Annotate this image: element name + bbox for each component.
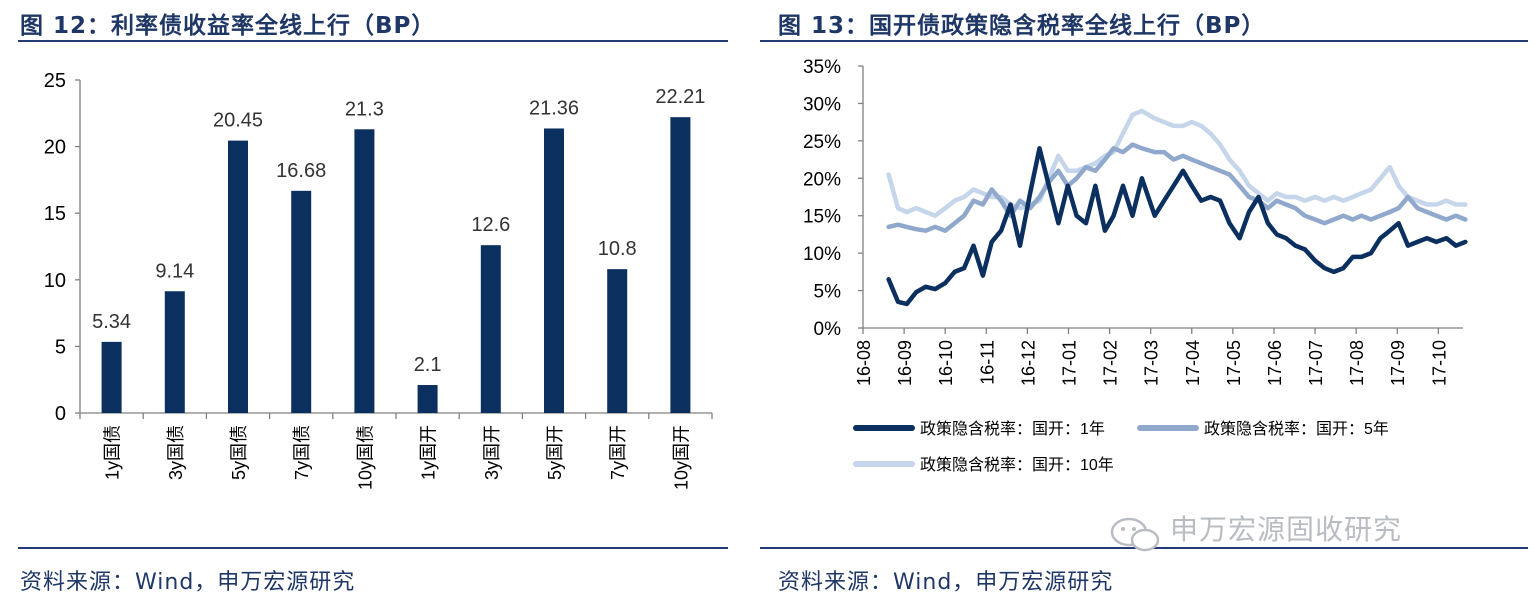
series-line-5y [886, 142, 1468, 233]
x-tick-label: 17-06 [1265, 340, 1285, 386]
x-tick-label: 17-05 [1224, 340, 1244, 386]
left-source-rule [18, 547, 728, 549]
left-figure-title: 图 12：利率债收益率全线上行（BP） [20, 13, 436, 39]
series-line-1y [886, 146, 1468, 307]
y-tick-label: 20 [44, 137, 66, 159]
x-tick-label: 1y国开 [419, 425, 439, 480]
left-title-rule [18, 40, 728, 42]
bar [607, 269, 628, 413]
y-tick-label: 20% [803, 169, 841, 190]
bar-data-label: 5.34 [92, 311, 131, 333]
bar [101, 341, 122, 413]
bar-data-label: 9.14 [155, 260, 194, 282]
y-tick-label: 5% [814, 282, 842, 303]
y-tick-label: 0 [55, 403, 66, 425]
y-tick-label: 25 [44, 70, 66, 92]
wechat-icon [1110, 517, 1160, 552]
bar [480, 245, 501, 413]
bar-data-label: 12.6 [471, 214, 510, 236]
x-tick-label: 16-11 [977, 340, 997, 385]
y-tick-label: 25% [803, 132, 841, 153]
x-tick-label: 17-03 [1142, 340, 1162, 386]
line-chart: 0% 5% 10% 15% 20% 25% 30% 35% 16-08 16-09 16-10 16-… [803, 57, 1468, 474]
bar [544, 128, 564, 413]
x-tick-label: 10y国开 [671, 425, 691, 490]
bar [417, 385, 438, 413]
x-tick-label: 7y国开 [608, 425, 628, 480]
right-source-note: 资料来源：Wind，申万宏源研究 [778, 570, 1114, 595]
y-tick-label: 15% [803, 207, 841, 228]
x-tick-label: 5y国开 [545, 425, 565, 480]
bar [354, 129, 375, 413]
x-tick-label: 17-08 [1347, 340, 1367, 386]
x-tick-label: 16-10 [936, 340, 956, 386]
bar-data-label: 10.8 [598, 238, 637, 260]
series-line-10y [886, 108, 1468, 218]
y-tick-label: 5 [55, 336, 66, 358]
left-source-note: 资料来源：Wind，申万宏源研究 [20, 570, 356, 595]
x-tick-label: 16-09 [895, 340, 915, 386]
y-tick-label: 35% [803, 57, 841, 78]
y-tick-label: 0% [814, 319, 842, 340]
x-tick-label: 3y国开 [482, 425, 502, 480]
bar-chart: 0 5 10 15 20 25 5.34 1y国债 9.14 3y国债 20.45 5y国债 16.68… [44, 70, 713, 490]
x-tick-label: 1y国债 [103, 425, 123, 480]
left-figure-panel: 图 12：利率债收益率全线上行（BP） 0 5 10 15 20 25 5.34 1y国债 9.… [0, 0, 735, 599]
bar-data-label: 20.45 [213, 110, 263, 132]
bar [164, 291, 185, 413]
bar-data-label: 21.36 [529, 97, 579, 119]
right-title-rule [760, 40, 1528, 42]
y-tick-label: 15 [44, 203, 66, 225]
x-tick-label: 3y国债 [166, 425, 186, 480]
legend-label: 政策隐含税率：国开：1年 [920, 420, 1105, 438]
x-tick-label: 17-10 [1429, 340, 1449, 386]
y-tick-label: 10% [803, 244, 841, 265]
watermark-text: 申万宏源固收研究 [1170, 513, 1403, 546]
x-tick-label: 10y国债 [355, 425, 375, 490]
x-tick-label: 16-08 [854, 340, 874, 386]
y-tick-label: 30% [803, 94, 841, 115]
bar-data-label: 2.1 [414, 354, 442, 376]
x-tick-label: 5y国债 [229, 425, 249, 480]
right-figure-title: 图 13：国开债政策隐含税率全线上行（BP） [778, 13, 1266, 39]
x-tick-label: 17-07 [1306, 340, 1326, 386]
y-tick-label: 10 [44, 270, 66, 292]
bar [670, 117, 691, 413]
bar [291, 190, 312, 413]
x-tick-label: 16-12 [1018, 340, 1038, 386]
bar-data-label: 16.68 [276, 160, 326, 182]
bar-data-label: 21.3 [345, 98, 384, 120]
right-figure-panel: 图 13：国开债政策隐含税率全线上行（BP） 0% 5% 10% 15% 20% 25% 3… [760, 0, 1534, 599]
x-tick-label: 17-02 [1101, 340, 1121, 386]
x-tick-label: 17-01 [1059, 340, 1079, 386]
x-tick-label: 17-09 [1388, 340, 1408, 386]
bar [228, 140, 248, 413]
x-tick-label: 17-04 [1183, 340, 1203, 386]
legend-label: 政策隐含税率：国开：5年 [1204, 420, 1389, 438]
x-tick-label: 7y国债 [292, 425, 312, 480]
bar-data-label: 22.21 [655, 86, 705, 108]
legend-label: 政策隐含税率：国开：10年 [920, 456, 1114, 474]
